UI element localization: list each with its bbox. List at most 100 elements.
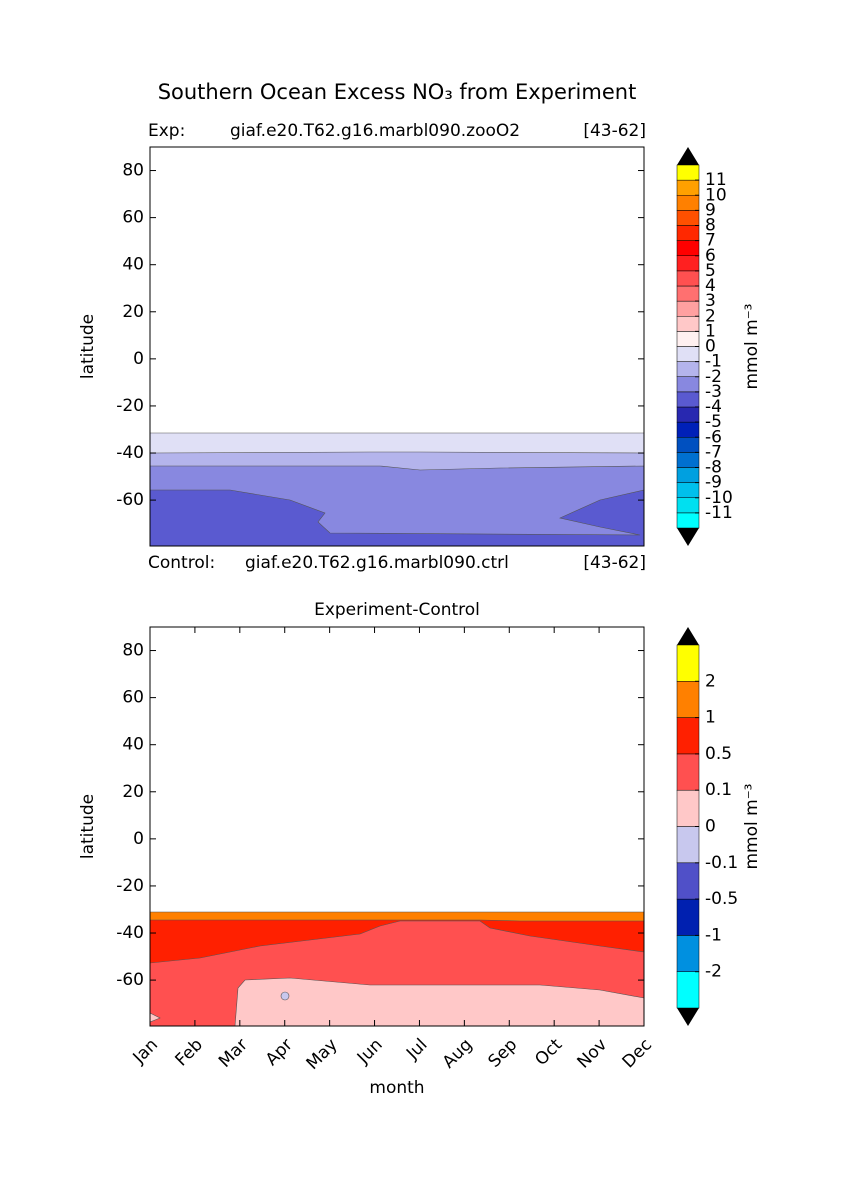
ctrl-case: giaf.e20.T62.g16.marbl090.ctrl: [245, 553, 509, 573]
colorbar-box: [676, 421, 700, 438]
x-tick-label: Nov: [574, 1035, 612, 1073]
colorbar-tick-label: -1: [705, 352, 722, 372]
colorbar-tick-label: -6: [705, 427, 722, 447]
colorbar-tick-label: -9: [705, 473, 722, 493]
y-axis-label: latitude: [78, 314, 98, 379]
y-tick-label: 60: [122, 208, 144, 228]
colorbar-box: [676, 971, 700, 1009]
x-tick-label: Sep: [485, 1035, 522, 1072]
x-tick-label: Apr: [262, 1035, 297, 1070]
x-tick-label: Jan: [129, 1035, 162, 1068]
colorbar-box: [676, 240, 700, 256]
colorbar-tick-label: -2: [705, 962, 722, 982]
colorbar-tick-label: 5: [705, 261, 716, 281]
contour-region: [280, 991, 290, 1001]
colorbar-tick-label: -7: [705, 442, 722, 462]
colorbar-tick-label: 1: [705, 321, 716, 341]
y-axis-label: latitude: [78, 794, 98, 859]
colorbar-box: [676, 497, 700, 514]
colorbar-tick-label: -3: [705, 382, 722, 402]
colorbar-tick-label: 2: [705, 671, 716, 691]
colorbar-box: [676, 681, 700, 718]
colorbar-box: [676, 255, 700, 272]
axes-frame: [149, 626, 645, 1027]
y-tick-label: -20: [116, 396, 144, 416]
x-tick-label: Feb: [172, 1035, 207, 1070]
colorbar-tick-label: 10: [705, 185, 727, 205]
colorbar-box: [676, 753, 700, 791]
colorbar-box: [676, 862, 700, 900]
colorbar-extend: [677, 1008, 699, 1026]
axes-frame: [149, 146, 645, 547]
y-tick-label: 20: [122, 782, 144, 802]
colorbar-box: [676, 195, 700, 211]
panel-title: Experiment-Control: [314, 600, 480, 620]
colorbar-box: [676, 935, 700, 972]
colorbar-extend: [677, 627, 699, 645]
colorbar-box: [676, 406, 700, 423]
x-tick-label: Mar: [215, 1035, 252, 1072]
colorbar-tick-label: -4: [705, 397, 722, 417]
colorbar-box: [676, 285, 700, 302]
colorbar-tick-label: -1: [705, 925, 722, 945]
ctrl-label: Control:: [148, 553, 215, 573]
exp-case: giaf.e20.T62.g16.marbl090.zooO2: [230, 121, 520, 141]
colorbar-box: [676, 512, 700, 529]
colorbar-tick-label: 8: [705, 216, 716, 236]
colorbar-box: [676, 826, 700, 864]
y-tick-label: -60: [116, 970, 144, 990]
colorbar-tick-label: -10: [705, 488, 733, 508]
x-tick-label: Dec: [619, 1035, 656, 1072]
colorbar-box: [676, 316, 700, 332]
figure-title: Southern Ocean Excess NO₃ from Experimen…: [158, 80, 637, 104]
colorbar-tick-label: 11: [705, 170, 727, 190]
exp-label: Exp:: [148, 121, 185, 141]
y-tick-label: 80: [122, 641, 144, 661]
colorbar-tick-label: 7: [705, 231, 716, 251]
x-tick-label: Oct: [531, 1035, 566, 1070]
y-tick-label: -40: [116, 923, 144, 943]
ctrl-years: [43-62]: [583, 553, 646, 573]
colorbar-box: [676, 467, 700, 483]
colorbar-tick-label: 2: [705, 306, 716, 326]
y-tick-label: 80: [122, 161, 144, 181]
colorbar-label: mmol m⁻³: [742, 304, 762, 390]
y-tick-label: 40: [122, 735, 144, 755]
colorbar-box: [676, 644, 700, 682]
y-tick-label: 40: [122, 255, 144, 275]
colorbar-box: [676, 391, 700, 408]
colorbar-box: [676, 300, 700, 317]
y-tick-label: 60: [122, 688, 144, 708]
colorbar-tick-label: -5: [705, 412, 722, 432]
y-tick-label: -40: [116, 443, 144, 463]
colorbar-tick-label: 4: [705, 276, 716, 296]
y-tick-label: -20: [116, 876, 144, 896]
colorbar-tick-label: 9: [705, 200, 716, 220]
y-tick-label: -60: [116, 490, 144, 510]
x-tick-label: May: [303, 1035, 342, 1074]
colorbar-tick-label: 0: [705, 817, 716, 837]
colorbar-box: [676, 225, 700, 241]
colorbar-tick-label: -8: [705, 458, 722, 478]
colorbar-tick-label: -0.5: [705, 889, 738, 909]
colorbar-box: [676, 898, 700, 936]
colorbar-tick-label: 1: [705, 708, 716, 728]
colorbar-tick-label: 0: [705, 337, 716, 357]
x-tick-label: Aug: [439, 1035, 477, 1073]
x-tick-label: Jul: [402, 1035, 431, 1064]
colorbar-tick-label: -0.1: [705, 853, 738, 873]
colorbar-box: [676, 437, 700, 453]
colorbar-box: [676, 361, 700, 377]
colorbar-box: [676, 179, 700, 196]
colorbar-box: [676, 717, 700, 755]
colorbar-label: mmol m⁻³: [742, 784, 762, 870]
colorbar-box: [676, 346, 700, 362]
colorbar-box: [676, 331, 700, 347]
x-axis-label: month: [369, 1078, 424, 1098]
colorbar-box: [676, 789, 700, 827]
colorbar-tick-label: -11: [705, 503, 733, 523]
exp-years: [43-62]: [583, 121, 646, 141]
colorbar-box: [676, 210, 700, 226]
colorbar-box: [676, 376, 700, 393]
